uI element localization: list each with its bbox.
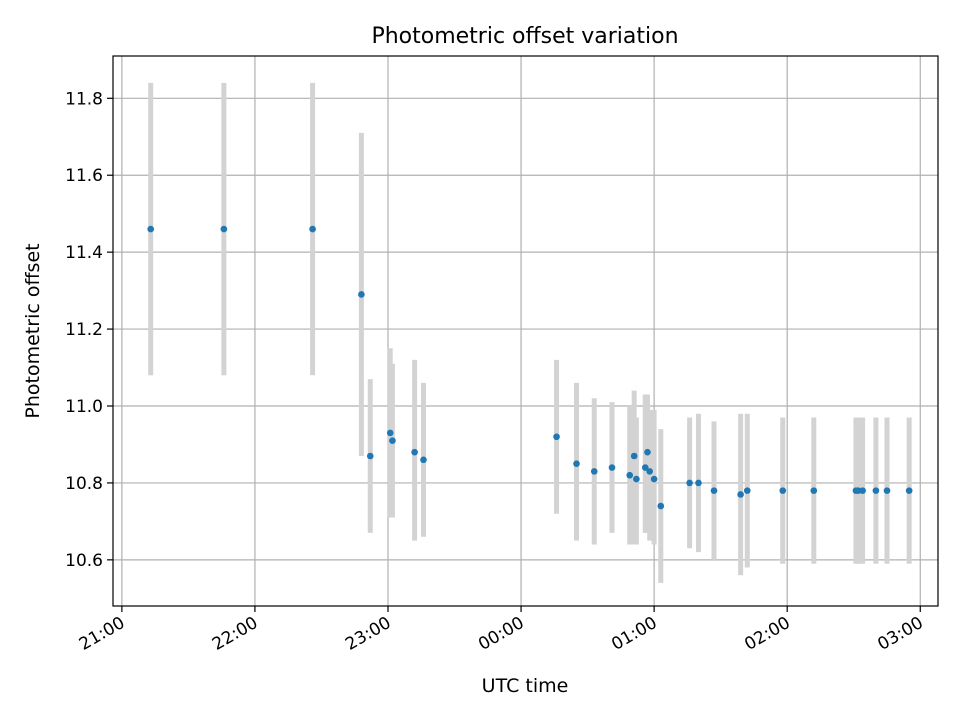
plot-frame [112,55,939,607]
x-axis-label: UTC time [482,675,569,697]
y-tick-label: 10.8 [65,474,103,494]
data-point [366,452,374,460]
data-point [695,479,702,487]
data-point [573,460,580,467]
y-tick-label: 11.6 [65,166,103,186]
y-tick-label: 11.0 [65,397,103,417]
point-layer [147,225,913,510]
data-point [389,437,396,444]
data-point [859,487,866,494]
y-tick-label: 11.2 [65,320,103,340]
data-point [810,487,818,494]
data-point [779,487,787,494]
data-point [411,448,418,456]
data-point [220,225,228,233]
data-point [743,487,751,494]
data-point [657,502,665,510]
data-point [650,475,658,483]
data-point [630,452,638,460]
data-point [420,456,427,464]
data-point [883,487,891,494]
grid-layer [113,56,938,606]
data-point [710,487,718,494]
data-point [626,471,634,479]
data-point [872,487,880,494]
data-point [905,487,913,494]
y-axis-label: Photometric offset [22,243,44,418]
y-tick-label: 11.8 [65,89,103,109]
data-point [590,468,598,475]
y-tick-label: 10.6 [65,551,103,571]
y-tick-label: 11.4 [65,243,103,263]
data-point [386,429,394,437]
data-point [553,433,560,441]
y-tick-layer: 10.6 10.8 11.0 11.2 11.4 11.6 11.8 [65,89,113,571]
data-point [644,448,651,456]
data-point [641,464,649,471]
data-point [309,225,316,233]
data-point [737,491,744,498]
data-point [608,464,616,471]
data-point [147,225,155,233]
data-point [686,479,693,487]
data-point [646,468,653,475]
data-point [633,475,640,483]
chart-title: Photometric offset variation [371,24,678,49]
data-point [358,291,365,298]
